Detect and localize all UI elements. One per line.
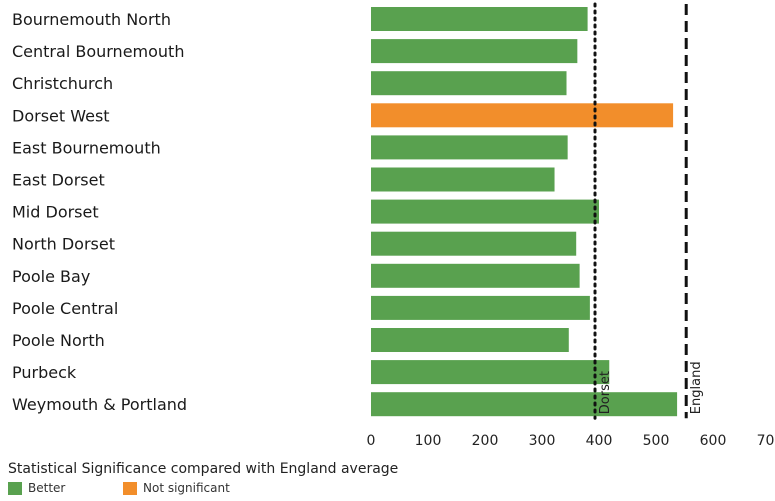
bar-east-dorset — [371, 167, 555, 192]
legend-label-better: Better — [28, 481, 66, 495]
bar-poole-central — [371, 295, 590, 320]
category-label-poole-bay: Poole Bay — [12, 267, 90, 286]
legend-swatch-not-significant — [123, 481, 137, 495]
bar-weymouth-and-portland — [371, 392, 678, 417]
bar-bournemouth-north — [371, 7, 588, 31]
legend-title: Statistical Significance compared with E… — [8, 461, 399, 477]
bar-poole-bay — [371, 263, 580, 288]
bar-christchurch — [371, 71, 567, 96]
category-label-christchurch: Christchurch — [12, 74, 113, 93]
legend-swatch-better — [8, 481, 22, 495]
x-tick-label-500: 500 — [643, 433, 670, 449]
bar-dorset-west — [371, 103, 674, 128]
category-label-poole-central: Poole Central — [12, 299, 118, 318]
category-labels: Bournemouth North Central Bournemouth Chri… — [12, 10, 187, 414]
legend: Statistical Significance compared with E… — [8, 461, 768, 495]
bar-east-bournemouth — [371, 135, 568, 160]
legend-item-better: Better — [8, 481, 123, 495]
category-label-weymouth-and-portland: Weymouth & Portland — [12, 395, 187, 414]
reference-label-dorset: Dorset — [598, 371, 613, 414]
category-label-east-bournemouth: East Bournemouth — [12, 138, 161, 157]
legend-items: Better Not significant — [8, 481, 768, 495]
category-label-north-dorset: North Dorset — [12, 235, 115, 254]
bars — [371, 7, 678, 417]
category-label-east-dorset: East Dorset — [12, 171, 105, 190]
x-tick-label-300: 300 — [529, 433, 556, 449]
legend-label-not-significant: Not significant — [143, 481, 230, 495]
category-label-central-bournemouth: Central Bournemouth — [12, 42, 184, 61]
x-tick-label-100: 100 — [415, 433, 442, 449]
legend-item-not-significant: Not significant — [123, 481, 238, 495]
x-axis-ticks: 0 100 200 300 400 500 600 700 — [367, 433, 775, 449]
bar-chart: Bournemouth North Central Bournemouth Chri… — [12, 2, 775, 449]
category-label-dorset-west: Dorset West — [12, 106, 110, 125]
bar-poole-north — [371, 328, 569, 352]
x-tick-label-0: 0 — [367, 433, 376, 449]
bar-north-dorset — [371, 231, 577, 256]
x-tick-label-700: 700 — [757, 433, 775, 449]
category-label-mid-dorset: Mid Dorset — [12, 203, 99, 222]
category-label-poole-north: Poole North — [12, 331, 105, 350]
reference-label-england: England — [689, 361, 704, 414]
x-tick-label-600: 600 — [700, 433, 727, 449]
category-label-bournemouth-north: Bournemouth North — [12, 10, 171, 29]
bar-purbeck — [371, 360, 610, 385]
bar-mid-dorset — [371, 199, 599, 224]
category-label-purbeck: Purbeck — [12, 363, 77, 382]
x-tick-label-400: 400 — [586, 433, 613, 449]
bar-central-bournemouth — [371, 39, 578, 64]
x-tick-label-200: 200 — [472, 433, 499, 449]
reference-lines: Dorset England — [593, 2, 704, 420]
